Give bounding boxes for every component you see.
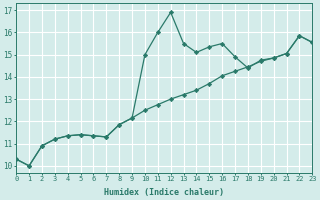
X-axis label: Humidex (Indice chaleur): Humidex (Indice chaleur) bbox=[104, 188, 224, 197]
